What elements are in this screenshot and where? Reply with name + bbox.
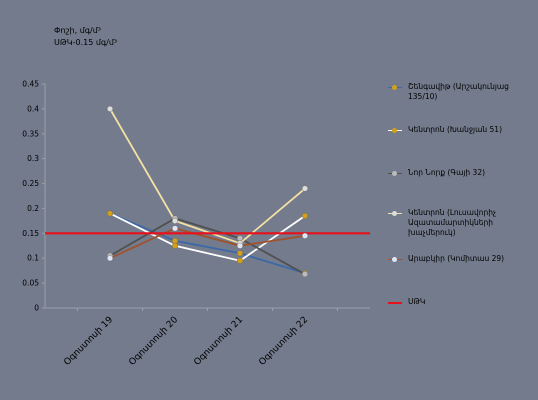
series-line-2 bbox=[109, 212, 306, 262]
y-tick-label: 0.35 bbox=[22, 129, 39, 138]
legend-item: ՍԹԿ bbox=[388, 297, 536, 307]
legend-swatch bbox=[388, 297, 402, 307]
legend-item: Կենտրոն (Խանջյան 51) bbox=[388, 125, 536, 135]
legend-swatch bbox=[388, 254, 402, 264]
legend-label: Շենգավիթ (Արշակունյաց 135/10) bbox=[408, 82, 509, 101]
legend-item: Շենգավիթ (Արշակունյաց 135/10) bbox=[388, 82, 536, 102]
series-line-4 bbox=[109, 108, 306, 245]
legend-label: Նոր Նորք (Գայի 32) bbox=[408, 168, 486, 177]
legend-label: Կենտրոն (Լուսավորիչ Ազատամարտիկների խաչմ… bbox=[408, 208, 496, 237]
series-2-point bbox=[236, 257, 243, 264]
legend-item: Նոր Նորք (Գայի 32) bbox=[388, 168, 536, 178]
series-5-point bbox=[236, 242, 243, 249]
chart-title-line-2: ՍԹԿ-0.15 մգ/մ³ bbox=[54, 38, 118, 47]
series-5-point bbox=[171, 225, 178, 232]
series-line-3 bbox=[109, 217, 306, 275]
chart-title: Փոշի, մգ/մ³ ՍԹԿ-0.15 մգ/մ³ bbox=[54, 25, 117, 49]
x-tick-label: Օգոստոսի 19 bbox=[62, 315, 115, 368]
legend-swatch bbox=[388, 208, 402, 218]
legend-label: ՍԹԿ bbox=[408, 297, 426, 306]
series-1-point bbox=[171, 237, 178, 244]
x-tick-label: Օգոստոսի 20 bbox=[127, 315, 180, 368]
series-2-point bbox=[302, 212, 309, 219]
series-1-point bbox=[236, 250, 243, 257]
y-tick-label: 0.3 bbox=[27, 154, 39, 163]
legend-label: Արաբկիր (Կոմիտաս 29) bbox=[408, 254, 505, 263]
legend-label: Կենտրոն (Խանջյան 51) bbox=[408, 125, 502, 134]
y-tick-label: 0.05 bbox=[22, 279, 39, 288]
series-5-point bbox=[302, 232, 309, 239]
series-3-point bbox=[236, 235, 243, 242]
x-tick-label: Օգոստոսի 21 bbox=[192, 315, 245, 368]
series-line-5 bbox=[109, 227, 306, 260]
chart-title-line-1: Փոշի, մգ/մ³ bbox=[54, 26, 102, 35]
x-tick-label: Օգոստոսի 22 bbox=[257, 315, 310, 368]
legend-item: Կենտրոն (Լուսավորիչ Ազատամարտիկների խաչմ… bbox=[388, 208, 536, 238]
y-tick-label: 0.15 bbox=[22, 229, 39, 238]
series-5-point bbox=[106, 255, 113, 262]
y-tick-label: 0 bbox=[34, 304, 39, 313]
series-line-1 bbox=[109, 212, 306, 275]
y-tick-label: 0.25 bbox=[22, 179, 39, 188]
series-2-point bbox=[106, 210, 113, 217]
series-2-point bbox=[171, 242, 178, 249]
y-tick-label: 0.4 bbox=[27, 104, 39, 113]
y-tick-label: 0.2 bbox=[27, 204, 39, 213]
legend-swatch bbox=[388, 82, 402, 92]
legend-swatch bbox=[388, 125, 402, 135]
series-3-point bbox=[302, 271, 309, 278]
legend-swatch bbox=[388, 168, 402, 178]
series-4-point bbox=[171, 217, 178, 224]
y-tick-label: 0.1 bbox=[27, 254, 39, 263]
y-tick-label: 0.45 bbox=[22, 80, 39, 89]
series-4-point bbox=[106, 105, 113, 112]
legend-item: Արաբկիր (Կոմիտաս 29) bbox=[388, 254, 536, 264]
series-4-point bbox=[302, 185, 309, 192]
